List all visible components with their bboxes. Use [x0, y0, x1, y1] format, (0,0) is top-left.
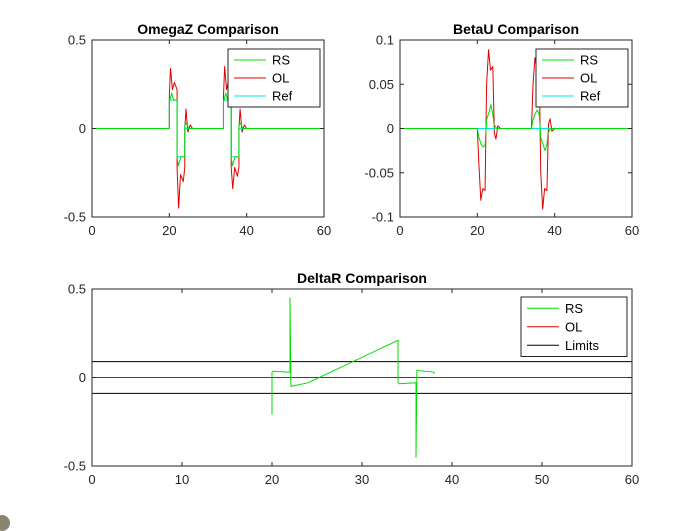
x-tick-label: 20	[470, 223, 484, 238]
series-line-rs	[92, 92, 324, 167]
legend-label-ol: OL	[565, 319, 582, 334]
legend-label-rs: RS	[580, 53, 598, 68]
x-tick-label: 30	[355, 472, 369, 487]
x-tick-label: 40	[547, 223, 561, 238]
x-tick-label: 0	[396, 223, 403, 238]
x-tick-label: 10	[175, 472, 189, 487]
chart-title: BetaU Comparison	[453, 21, 579, 37]
x-tick-label: 60	[317, 223, 331, 238]
x-tick-label: 20	[162, 223, 176, 238]
legend-label-ol: OL	[580, 71, 597, 86]
legend: RS OL Ref	[227, 48, 321, 108]
y-tick-label: -0.5	[64, 210, 86, 225]
y-tick-label: 0.05	[369, 77, 394, 92]
legend-label-ref: Ref	[580, 89, 601, 104]
x-tick-label: 40	[239, 223, 253, 238]
series-group	[92, 297, 632, 458]
x-tick-label: 20	[265, 472, 279, 487]
chart-title: OmegaZ Comparison	[137, 21, 279, 37]
chart-title: DeltaR Comparison	[297, 270, 427, 286]
y-tick-label: 0	[79, 121, 86, 136]
y-tick-label: 0.5	[68, 33, 86, 48]
y-tick-label: 0.1	[376, 33, 394, 48]
x-tick-label: 60	[625, 472, 639, 487]
x-tick-label: 40	[445, 472, 459, 487]
x-tick-label: 50	[535, 472, 549, 487]
y-tick-label: 0.5	[68, 282, 86, 297]
legend-label-limits: Limits	[565, 338, 599, 353]
y-tick-label: -0.5	[64, 459, 86, 474]
legend: RS OL Ref	[535, 48, 629, 108]
series-line-rs	[271, 297, 435, 458]
legend-label-ref: Ref	[272, 89, 293, 104]
legend-label-rs: RS	[272, 53, 290, 68]
x-tick-label: 0	[88, 223, 95, 238]
y-tick-label: 0	[387, 121, 394, 136]
corner-mark	[0, 515, 10, 531]
legend-label-rs: RS	[565, 301, 583, 316]
legend: RS OL Limits	[520, 296, 628, 357]
y-tick-label: -0.1	[372, 210, 394, 225]
x-tick-label: 0	[88, 472, 95, 487]
x-tick-label: 60	[625, 223, 639, 238]
legend-label-ol: OL	[272, 71, 289, 86]
chart-2: 0 20 40 60 -0.1 -0.05 0 0.05 0.1 BetaU Comparison…	[364, 21, 639, 238]
series-group	[400, 49, 632, 210]
y-tick-label: -0.05	[364, 165, 394, 180]
series-group	[92, 66, 324, 209]
series-line-rs	[400, 104, 632, 152]
y-tick-label: 0	[79, 370, 86, 385]
